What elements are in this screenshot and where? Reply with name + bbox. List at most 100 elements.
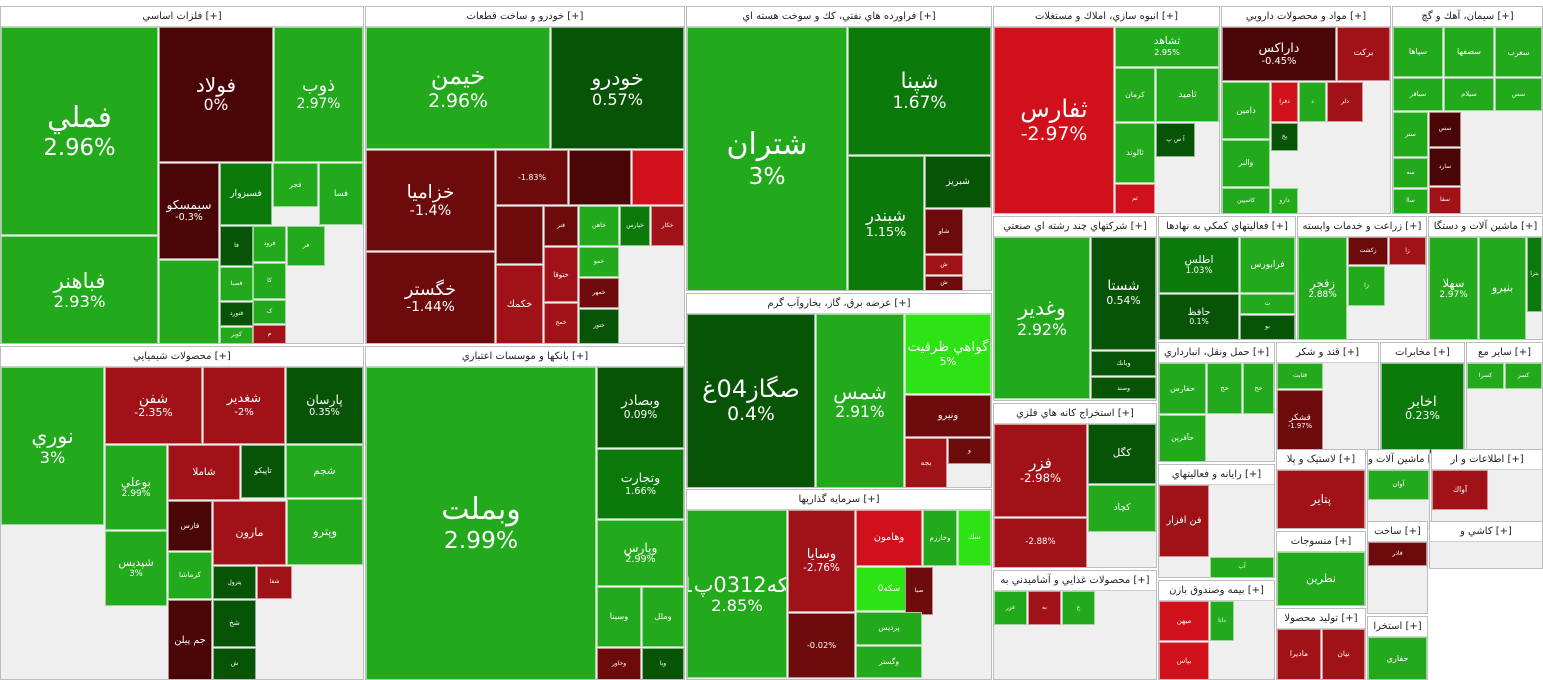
stock-tile[interactable]: خاهن (579, 206, 619, 246)
stock-tile[interactable]: خپارس (620, 206, 650, 246)
stock-tile[interactable]: فا (220, 226, 253, 266)
sector-header[interactable]: اطلاعات و ار [+] (1432, 450, 1542, 470)
stock-tile[interactable]: شپديس 3% (105, 531, 167, 606)
stock-tile[interactable]: ذوب 2.97% (274, 27, 363, 162)
stock-tile[interactable]: سس (1495, 78, 1542, 111)
stock-tile[interactable] (159, 260, 219, 343)
stock-tile[interactable]: ک (253, 300, 286, 324)
stock-tile[interactable]: فصبا (220, 267, 253, 301)
stock-tile[interactable]: قثابت (1277, 363, 1323, 389)
stock-tile[interactable]: فارس (168, 501, 212, 551)
stock-tile[interactable]: د (1299, 82, 1326, 122)
stock-tile[interactable]: وتجارت 1.66% (597, 449, 684, 519)
stock-tile[interactable]: سکه0312پ012.85% (687, 510, 787, 678)
stock-tile[interactable]: ش (213, 648, 256, 679)
stock-tile[interactable]: ستر (1393, 112, 1428, 157)
stock-tile[interactable]: خودرو 0.57% (551, 27, 684, 149)
sector-header[interactable]: حمل ونقل، انبارداري [+] (1159, 343, 1274, 363)
stock-tile[interactable]: صگاز04غ 0.4% (687, 314, 815, 487)
stock-tile[interactable]: تاپيکو (241, 445, 285, 498)
stock-tile[interactable]: زا (1348, 266, 1385, 306)
stock-tile[interactable]: اخابر 0.23% (1381, 363, 1464, 453)
stock-tile[interactable]: ش (925, 276, 963, 290)
sector-header[interactable]: انبوه سازي، املاك و مستغلات [+] (994, 7, 1219, 27)
stock-tile[interactable]: وخارزم (923, 510, 957, 566)
sector-header[interactable]: فعاليتهاي كمكي به نهادها [+] (1159, 217, 1295, 237)
stock-tile[interactable]: اطلس 1.03% (1159, 237, 1239, 293)
stock-tile[interactable]: فجر (273, 163, 318, 207)
sector-header[interactable]: لاستيک و پلا [+] (1277, 450, 1365, 470)
stock-tile[interactable]: ميهن (1159, 601, 1209, 641)
sector-header[interactable]: استخراج كانه هاي فلزي [+] (994, 404, 1156, 424)
stock-tile[interactable]: وخاور (597, 648, 641, 679)
stock-tile[interactable]: دارو (1271, 188, 1298, 213)
stock-tile[interactable]: آوان (1368, 470, 1429, 500)
sector-header[interactable]: منسوجات [+] (1277, 532, 1365, 552)
stock-tile[interactable]: ت (1240, 294, 1295, 314)
stock-tile[interactable]: کگل (1088, 424, 1156, 484)
stock-tile[interactable]: ثم (1115, 184, 1155, 213)
stock-tile[interactable]: فرابورس (1240, 237, 1295, 293)
stock-tile[interactable]: ونيرو (905, 395, 991, 437)
stock-tile[interactable]: قشکر -1.97% (1277, 390, 1323, 453)
stock-tile[interactable]: داراکس -0.45% (1222, 27, 1336, 81)
stock-tile[interactable]: زكشت (1348, 237, 1388, 265)
stock-tile[interactable]: وسينا (597, 587, 641, 647)
stock-tile[interactable]: والبر (1222, 140, 1270, 187)
stock-tile[interactable]: ثالوند (1115, 123, 1155, 183)
stock-tile[interactable]: ختور (579, 309, 619, 343)
stock-tile[interactable]: گواهي ظرفيت 5% (905, 314, 991, 394)
sector-header[interactable]: مخابرات [+] (1381, 343, 1464, 363)
stock-tile[interactable]: بوعلي 2.99% (105, 445, 167, 530)
stock-tile[interactable]: پرديس (856, 612, 922, 645)
stock-tile[interactable]: شپنا 1.67% (848, 27, 991, 155)
stock-tile[interactable]: وبانك (1091, 351, 1156, 376)
stock-tile[interactable]: آپ (1210, 557, 1274, 577)
stock-tile[interactable]: صبا (905, 567, 933, 615)
stock-tile[interactable]: کوير (220, 327, 253, 343)
stock-tile[interactable]: آ س پ (1156, 123, 1195, 157)
sector-header[interactable]: رايانه و فعاليتهاي [+] (1159, 465, 1274, 485)
stock-tile[interactable]: فنورد (220, 302, 253, 326)
stock-tile[interactable]: فرود (253, 226, 286, 262)
stock-tile[interactable]: شفن -2.35% (105, 367, 202, 444)
stock-tile[interactable]: شجم (286, 445, 363, 498)
stock-tile[interactable]: شبندر 1.15% (848, 156, 924, 290)
stock-tile[interactable]: نيان (1322, 629, 1365, 679)
stock-tile[interactable]: وپارس 2.99% (597, 520, 684, 586)
stock-tile[interactable]: شاو (925, 209, 963, 254)
stock-tile[interactable]: حآفرين (1159, 415, 1206, 461)
stock-tile[interactable]: وسايا -2.76% (788, 510, 855, 612)
stock-tile[interactable]: پترول (213, 566, 256, 599)
stock-tile[interactable]: وگستر (856, 646, 922, 678)
stock-tile[interactable]: کاسپين (1222, 188, 1270, 213)
stock-tile[interactable]: وبصادر 0.09% (597, 367, 684, 448)
stock-tile[interactable]: شاملا (168, 445, 240, 500)
stock-tile[interactable]: كسرا (1467, 363, 1504, 389)
sector-header[interactable]: فراورده هاي نفتي، كك و سوخت هسته اي [+] (687, 7, 991, 27)
stock-tile[interactable]: زا (1389, 237, 1426, 265)
stock-tile[interactable]: خيمن 2.96% (366, 27, 550, 149)
stock-tile[interactable]: کچاد (1088, 485, 1156, 532)
sector-header[interactable]: ساخت [+] (1368, 522, 1427, 542)
stock-tile[interactable]: فولاد 0% (159, 27, 273, 162)
sector-header[interactable]: زراعت و خدمات وابسته [+] (1298, 217, 1426, 237)
stock-tile[interactable]: مارون (213, 501, 286, 565)
stock-tile[interactable]: خمهر (579, 278, 619, 308)
stock-tile[interactable]: سغرب (1495, 27, 1542, 77)
stock-tile[interactable]: وهامون (856, 510, 922, 566)
sector-header[interactable]: خودرو و ساخت قطعات [+] (366, 7, 684, 27)
sector-header[interactable]: ساير مع [+] (1467, 343, 1542, 363)
stock-tile[interactable]: ش (925, 255, 963, 275)
stock-tile[interactable]: بپاس (1159, 642, 1209, 679)
stock-tile[interactable]: دلر (1327, 82, 1363, 122)
stock-tile[interactable]: کسر (1505, 363, 1542, 389)
sector-header[interactable]: کاشي و [+] (1430, 522, 1542, 542)
stock-tile[interactable]: -1.83% (496, 150, 568, 205)
stock-tile[interactable]: ثشاهد 2.95% (1115, 27, 1219, 67)
sector-header[interactable]: سرمايه گذاريها [+] (687, 490, 991, 510)
stock-tile[interactable]: نوري 3% (1, 367, 104, 525)
stock-tile[interactable]: -0.02% (788, 613, 855, 678)
stock-tile[interactable]: به (1028, 591, 1061, 625)
stock-tile[interactable]: ماديرا (1277, 629, 1321, 679)
